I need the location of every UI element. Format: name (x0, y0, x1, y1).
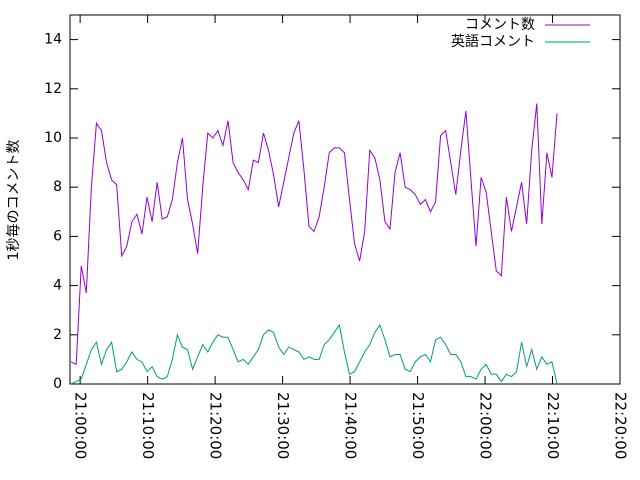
series-line (70, 103, 558, 366)
x-tick-label: 21:30:00 (274, 392, 292, 459)
plot-border (69, 14, 621, 385)
y-tick-label: 0 (53, 376, 62, 392)
x-tick-label: 22:20:00 (612, 392, 630, 459)
x-tick-label: 22:00:00 (477, 392, 495, 459)
y-tick-label: 14 (44, 32, 62, 48)
x-tick-label: 21:50:00 (409, 392, 427, 459)
x-tick-label: 22:10:00 (544, 392, 562, 459)
y-tick-label: 2 (53, 327, 62, 343)
x-tick-label: 21:20:00 (207, 392, 225, 459)
y-tick-label: 6 (53, 228, 62, 244)
x-tick-label: 21:10:00 (139, 392, 157, 459)
x-tick-label: 21:40:00 (342, 392, 360, 459)
y-tick-label: 10 (44, 130, 62, 146)
legend-label: 英語コメント (451, 33, 535, 50)
y-tick-label: 12 (44, 81, 62, 97)
y-tick-label: 4 (53, 278, 62, 294)
series-line (70, 323, 558, 385)
x-tick-label: 21:00:00 (72, 392, 90, 459)
legend-label: コメント数 (465, 17, 535, 33)
y-tick-label: 8 (53, 179, 62, 195)
y-axis-label: 1秒毎のコメント数 (6, 140, 22, 261)
